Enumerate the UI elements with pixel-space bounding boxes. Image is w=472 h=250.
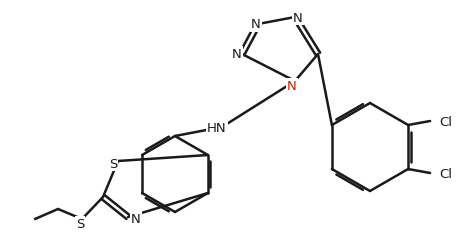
Text: N: N — [232, 48, 242, 61]
Text: N: N — [287, 80, 297, 93]
Text: N: N — [251, 18, 261, 31]
Text: S: S — [109, 157, 117, 170]
Text: Cl: Cl — [439, 167, 452, 180]
Text: N: N — [131, 213, 141, 226]
Text: N: N — [293, 12, 303, 24]
Text: Cl: Cl — [439, 115, 452, 128]
Text: HN: HN — [207, 121, 227, 134]
Text: S: S — [76, 218, 84, 230]
